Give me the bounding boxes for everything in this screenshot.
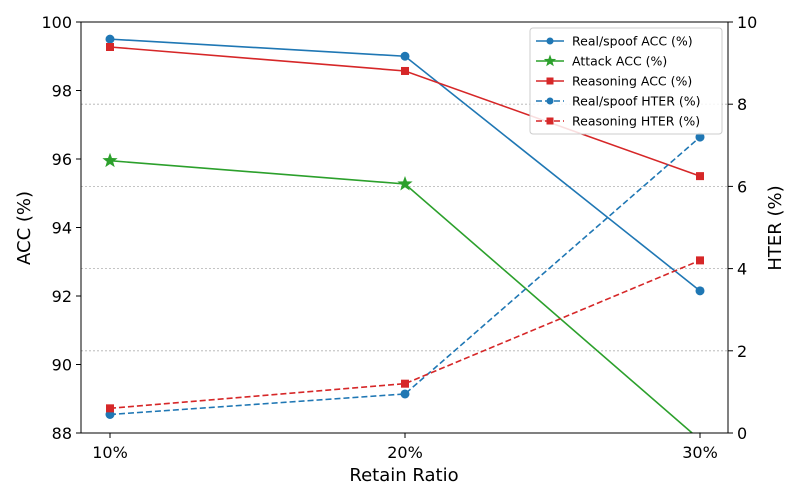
data-point: [106, 43, 114, 52]
y2-axis-label: HTER (%): [765, 185, 786, 270]
x-tick-label: 10%: [92, 443, 128, 462]
legend-marker: [543, 54, 557, 67]
series-line: [109, 259, 701, 410]
series-4: [106, 256, 704, 413]
data-point: [102, 152, 118, 168]
legend-item: Reasoning ACC (%): [536, 74, 692, 89]
y2-tick-label: 2: [737, 342, 747, 361]
y2-tick-label: 10: [737, 13, 757, 32]
legend-item: Attack ACC (%): [536, 54, 667, 69]
x-tick-label: 30%: [682, 443, 718, 462]
legend-marker: [546, 117, 554, 125]
legend: Real/spoof ACC (%) Attack ACC (%) Reasonin…: [529, 27, 723, 135]
y-tick-label: 100: [41, 13, 72, 32]
data-point: [397, 176, 413, 191]
series-0: [105, 34, 705, 296]
axis-layer: 88 90 92 94 96 98 100 0 2 4 6 8 10 10% 20% 30%: [41, 13, 757, 462]
grid-lines: [81, 103, 728, 352]
series-layer: [102, 34, 705, 433]
data-point: [400, 51, 410, 61]
series-2: [106, 43, 704, 181]
legend-label: Reasoning ACC (%): [572, 74, 692, 89]
legend-marker: [546, 37, 554, 45]
y-tick-label: 94: [52, 219, 72, 238]
legend-marker: [546, 77, 554, 85]
y2-tick-label: 6: [737, 177, 747, 196]
legend-item: Reasoning HTER (%): [536, 114, 700, 129]
y-axis-label: ACC (%): [14, 191, 35, 265]
series-3: [105, 132, 705, 420]
y-tick-label: 90: [52, 356, 72, 375]
data-point: [696, 172, 704, 181]
series-1: [102, 152, 701, 433]
x-tick-label: 20%: [387, 443, 423, 462]
data-point: [105, 34, 115, 44]
data-point: [695, 132, 705, 142]
legend-box: [529, 27, 723, 135]
x-axis-label: Retain Ratio: [349, 465, 458, 486]
y-tick-label: 96: [52, 150, 72, 169]
data-point: [401, 379, 409, 388]
legend-marker: [546, 97, 554, 105]
data-point: [696, 256, 704, 265]
y2-tick-label: 4: [737, 260, 747, 279]
y-tick-label: 92: [52, 287, 72, 306]
y2-tick-label: 0: [737, 424, 747, 443]
legend-item: Real/spoof ACC (%): [536, 34, 693, 49]
data-point: [401, 66, 409, 75]
legend-item: Real/spoof HTER (%): [536, 94, 701, 109]
y-tick-label: 88: [52, 424, 72, 443]
legend-label: Real/spoof ACC (%): [572, 34, 693, 49]
data-point: [400, 389, 410, 399]
legend-label: Attack ACC (%): [572, 54, 667, 69]
legend-label: Reasoning HTER (%): [572, 114, 700, 129]
legend-label: Real/spoof HTER (%): [572, 94, 701, 109]
data-point: [106, 404, 114, 413]
y2-tick-label: 8: [737, 95, 747, 114]
data-point: [695, 286, 705, 296]
y-tick-label: 98: [52, 82, 72, 101]
